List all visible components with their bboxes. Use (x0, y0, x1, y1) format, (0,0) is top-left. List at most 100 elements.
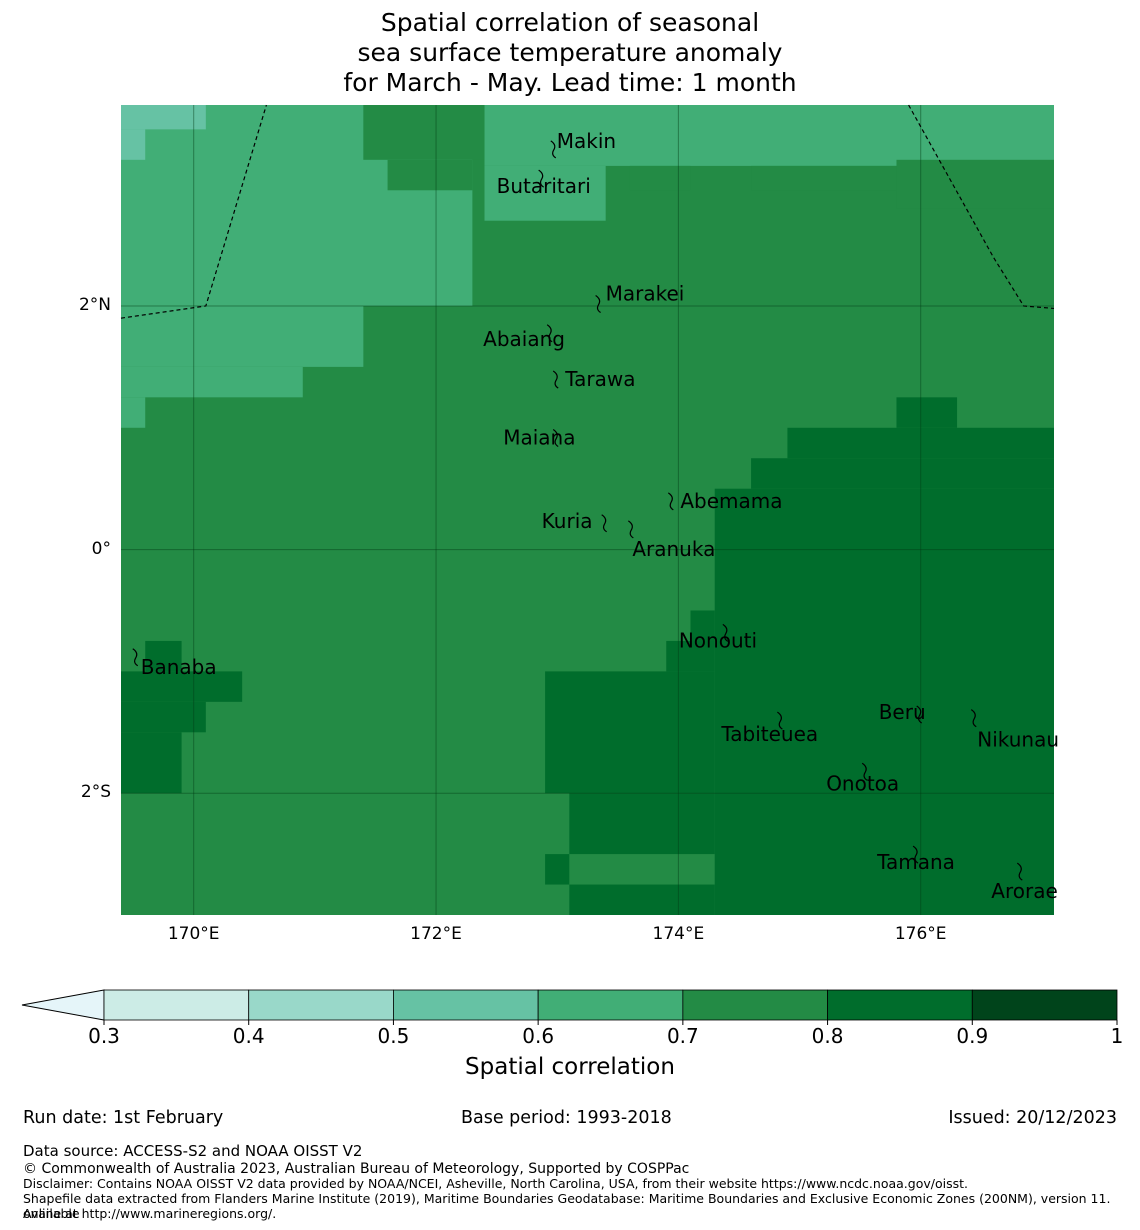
correlation-cell (121, 732, 182, 794)
correlation-cell (121, 671, 243, 702)
island-outline (722, 623, 729, 642)
colorbar-tick-label: 0.4 (232, 1024, 265, 1048)
island-label: Kuria (542, 509, 593, 533)
island-outline (538, 169, 545, 188)
island-outline (861, 762, 868, 781)
island-label: Abemama (680, 489, 782, 513)
colorbar-tick-label: 0.7 (666, 1024, 699, 1048)
island-label: Abaiang (483, 327, 565, 351)
copyright-notice: © Commonwealth of Australia 2023, Austra… (23, 1161, 690, 1177)
island-outline (777, 711, 783, 730)
island-outline (546, 324, 553, 343)
lon-tick-label: 172°E (410, 924, 462, 944)
colorbar-bin (248, 989, 394, 1021)
colorbar-bin (827, 989, 973, 1021)
island-outline (601, 514, 608, 533)
correlation-cell (545, 671, 715, 794)
colorbar-title: Spatial correlation (465, 1054, 675, 1080)
run-date: Run date: 1st February (23, 1108, 224, 1128)
map-figure: Makin Butaritari Marakei Abaiang Tarawa Maian… (21, 104, 1118, 1025)
island-label: Tabiteuea (720, 722, 818, 746)
eez-boundary (120, 104, 267, 319)
correlation-cell (121, 105, 206, 130)
island-label: Marakei (606, 282, 685, 306)
island-outline (552, 429, 559, 448)
island-label: Makin (557, 129, 616, 153)
colorbar-tick-label: 0.9 (956, 1024, 989, 1048)
island-outline (550, 140, 557, 159)
island-outline (667, 492, 674, 511)
eez-boundary (908, 104, 1055, 310)
island-label: Aranuka (632, 537, 715, 561)
lon-tick-label: 176°E (894, 924, 947, 944)
correlation-cell (484, 165, 606, 221)
shapefile-credit-1: Shapefile data extracted from Flanders M… (23, 1191, 1111, 1221)
colorbar-tick-label: 0.8 (811, 1024, 844, 1048)
island-outline (970, 709, 977, 728)
island-label: Tamana (876, 850, 955, 874)
chart-title-line-3: for March - May. Lead time: 1 month (343, 68, 797, 97)
colorbar-bin (537, 989, 684, 1021)
correlation-cell (666, 640, 715, 672)
island-label: Banaba (141, 655, 217, 679)
colorbar-bin (103, 989, 250, 1021)
correlation-cell (121, 305, 364, 367)
island-label: Beru (879, 700, 926, 724)
correlation-cell (896, 397, 958, 428)
island-label: Onotoa (826, 771, 899, 795)
island-outline (552, 370, 559, 389)
correlation-cell (363, 105, 485, 160)
correlation-cell (751, 458, 1054, 489)
correlation-cell (714, 488, 1054, 915)
chart-title-line-2: sea surface temperature anomaly (357, 38, 783, 67)
colorbar-tick-label: 0.5 (377, 1024, 410, 1048)
lon-tick-label: 170°E (167, 924, 220, 944)
island-outline (132, 648, 139, 667)
island-outline (912, 845, 919, 864)
island-outline (1016, 862, 1023, 881)
correlation-cell (121, 366, 303, 398)
correlation-cell (387, 159, 473, 191)
shapefile-credit-2: online at http://www.marineregions.org/. (23, 1206, 277, 1221)
correlation-cell (569, 884, 715, 915)
colorbar (21, 989, 1118, 1025)
disclaimer: Disclaimer: Contains NOAA OISST V2 data … (23, 1176, 968, 1191)
colorbar-bin (971, 989, 1118, 1021)
base-period: Base period: 1993-2018 (461, 1108, 672, 1128)
map-plot-area: Makin Butaritari Marakei Abaiang Tarawa Maian… (120, 104, 1059, 915)
lon-tick-label: 174°E (652, 924, 705, 944)
lat-tick-label: 0° (91, 538, 111, 559)
correlation-cell (121, 701, 206, 733)
correlation-cell (121, 129, 146, 160)
island-label: Arorae (991, 879, 1057, 903)
colorbar-extend-arrow (21, 989, 105, 1021)
correlation-cell (690, 610, 715, 641)
correlation-cell (751, 165, 897, 191)
correlation-cell (145, 640, 182, 672)
chart-title-line-1: Spatial correlation of seasonal (380, 8, 760, 37)
correlation-cell (787, 427, 1054, 459)
island-label: Tarawa (564, 367, 635, 391)
island-label: Nikunau (977, 728, 1059, 752)
colorbar-tick-label: 1 (1110, 1024, 1124, 1048)
colorbar-tick-label: 0.3 (88, 1024, 120, 1048)
correlation-cell (484, 105, 1055, 166)
island-outline (627, 520, 634, 539)
data-source: Data source: ACCESS-S2 and NOAA OISST V2 (23, 1142, 363, 1160)
colorbar-bin (682, 989, 828, 1021)
issued-date: Issued: 20/12/2023 (948, 1108, 1117, 1128)
island-label: Maiana (503, 426, 575, 450)
lat-tick-label: 2°S (80, 782, 111, 803)
island-label: Nonouti (679, 628, 757, 652)
correlation-cell (121, 397, 146, 428)
correlation-cell (569, 793, 715, 855)
correlation-cell (545, 854, 570, 885)
lat-tick-label: 2°N (78, 294, 111, 315)
correlation-cell (629, 165, 691, 191)
colorbar-tick-label: 0.6 (522, 1024, 555, 1048)
correlation-cell (896, 159, 1054, 209)
island-label: Butaritari (497, 174, 591, 198)
island-outline (595, 295, 601, 314)
colorbar-bin (393, 989, 539, 1021)
island-outline (916, 705, 923, 724)
